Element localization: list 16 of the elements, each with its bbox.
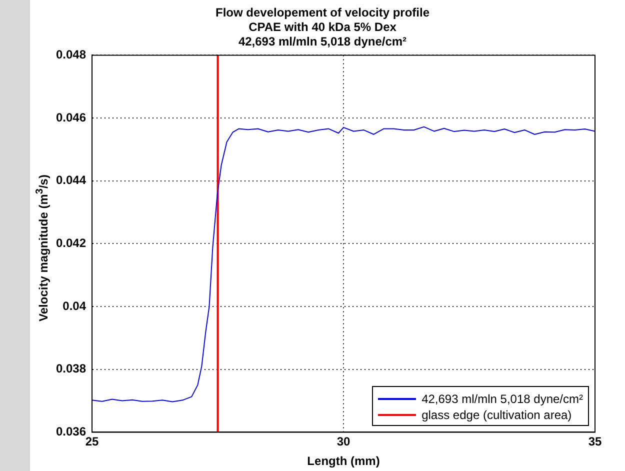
y-tick-label: 0.044 [56, 173, 86, 188]
text: Flow developement of velocity profile [215, 6, 430, 20]
y-tick-label: 0.036 [56, 424, 86, 439]
y-tick-label: 0.04 [62, 298, 86, 313]
y-tick-label: 0.042 [56, 236, 86, 250]
y-tick-label: 0.046 [56, 110, 86, 124]
y-tick-label: 0.048 [56, 48, 86, 62]
y-tick-label: 0.038 [56, 362, 86, 376]
x-tick-label: 35 [588, 434, 602, 449]
x-tick-label: 30 [336, 434, 351, 449]
legend-label: 42,693 ml/mln 5,018 dyne/cm² [422, 392, 583, 406]
text: 42,693 ml/mln 5,018 dyne/cm² [238, 34, 407, 48]
legend-label: glass edge (cultivation area) [422, 408, 572, 422]
x-axis-title: Length (mm) [307, 454, 380, 468]
text: CPAE with 40 kDa 5% Dex [248, 20, 396, 34]
x-tick-label: 25 [85, 434, 100, 449]
